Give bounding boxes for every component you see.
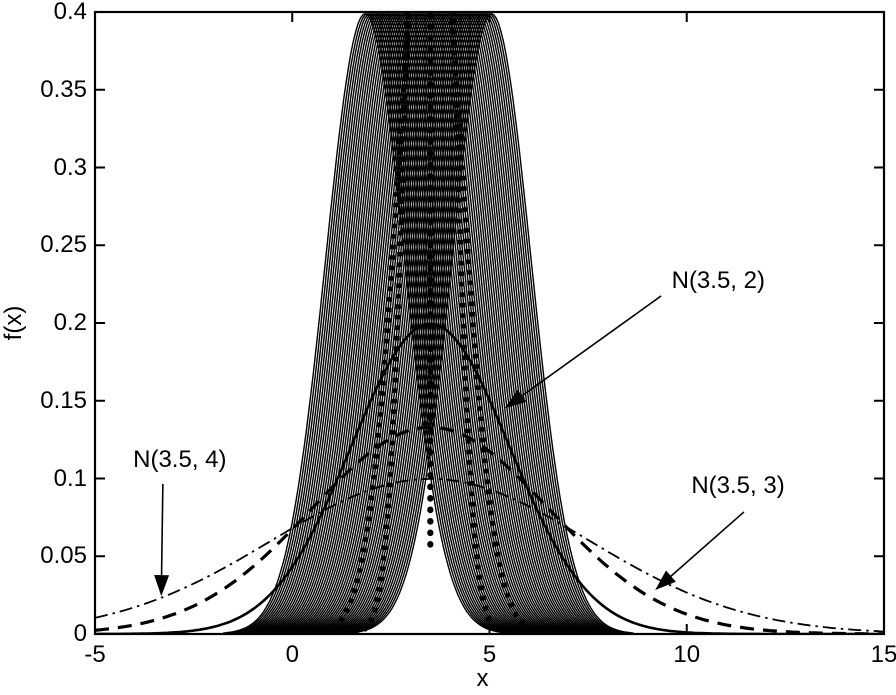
bundle-curve (306, 12, 591, 634)
bundle-curve (335, 12, 621, 634)
bundle-curve (293, 12, 578, 634)
bundle-curve (284, 12, 569, 634)
gaussian-bundle (223, 12, 634, 634)
bundle-curve (238, 12, 524, 634)
bundle-curve (326, 12, 611, 634)
curve-n35-3 (95, 425, 884, 634)
x-tick-label: -5 (84, 641, 106, 668)
bundle-curve (234, 12, 519, 634)
curve-n35-4 (95, 478, 884, 633)
bundle-curve (225, 12, 510, 634)
x-tick-label: 10 (673, 641, 701, 668)
bundle-curve (268, 12, 553, 634)
y-tick-label: 0.25 (40, 231, 87, 259)
bundle-curve (241, 12, 526, 634)
annotation-label-n35-4: N(3.5, 4) (133, 445, 227, 473)
bundle-curve (340, 12, 625, 634)
annotation-arrowhead (504, 389, 527, 409)
bundle-curve (317, 12, 602, 634)
bundle-curve (344, 12, 630, 634)
bundle-curve (320, 12, 605, 634)
bundle-curve (277, 12, 562, 634)
bundle-curve (229, 12, 515, 634)
bundle-curve (254, 12, 539, 634)
x-axis-label: x (476, 665, 489, 692)
bundle-curve (250, 12, 535, 634)
axes-box (93, 10, 886, 636)
x-tick-label: 15 (870, 641, 896, 668)
y-tick-label: 0.4 (53, 0, 87, 25)
bundle-curve (272, 12, 557, 634)
bundle-curve (342, 12, 627, 634)
bundle-curve (261, 12, 546, 634)
bundle-curve (324, 12, 609, 634)
y-tick-label: 0.1 (53, 464, 87, 492)
bundle-curve (315, 12, 600, 634)
x-tick-label: 5 (482, 641, 497, 668)
bundle-curve (236, 12, 521, 634)
annotation-arrowhead (154, 575, 170, 597)
annotation-arrowhead (655, 570, 676, 590)
bundle-curve (295, 12, 580, 634)
annotation-arrow-line (665, 511, 745, 581)
bundle-curve (256, 12, 542, 634)
bundle-curve (243, 12, 528, 634)
y-tick-label: 0.35 (40, 75, 87, 103)
center-emphasis (311, 12, 549, 634)
bundle-curve (232, 12, 517, 634)
bundle-curve (259, 12, 544, 634)
bundle-curve (275, 12, 560, 634)
bundle-curve (349, 12, 634, 634)
y-tick-label: 0.05 (40, 542, 87, 570)
x-tick-label: 0 (285, 641, 299, 668)
y-tick-label: 0 (73, 620, 87, 647)
bundle-curve (338, 12, 623, 634)
bundle-curve (227, 12, 512, 634)
bundle-curve (322, 12, 607, 634)
bundle-curve (252, 12, 537, 634)
bundle-curve (223, 12, 508, 634)
bundle-curve (308, 12, 593, 634)
bundle-curve (279, 12, 564, 634)
bundle-curve (281, 12, 566, 634)
bundle-curve (313, 12, 598, 634)
annotation-arrow-line (160, 483, 164, 582)
bundle-curve (297, 12, 582, 634)
annotation-label-n35-2: N(3.5, 2) (671, 267, 765, 294)
plot-border (93, 10, 886, 636)
y-tick-label: 0.3 (53, 153, 87, 181)
bundle-curve (299, 12, 584, 634)
y-tick-label: 0.2 (53, 309, 87, 336)
annotation-label-n35-3: N(3.5, 3) (691, 471, 785, 499)
bundle-curve (311, 12, 596, 634)
annotation-arrow-line (516, 295, 662, 400)
bundle-curve (270, 12, 555, 634)
y-tick-label: 0.15 (40, 386, 87, 414)
heavy-dashed-curve (311, 12, 549, 634)
bundle-curve (333, 12, 618, 634)
annotation-arrows (154, 295, 745, 597)
